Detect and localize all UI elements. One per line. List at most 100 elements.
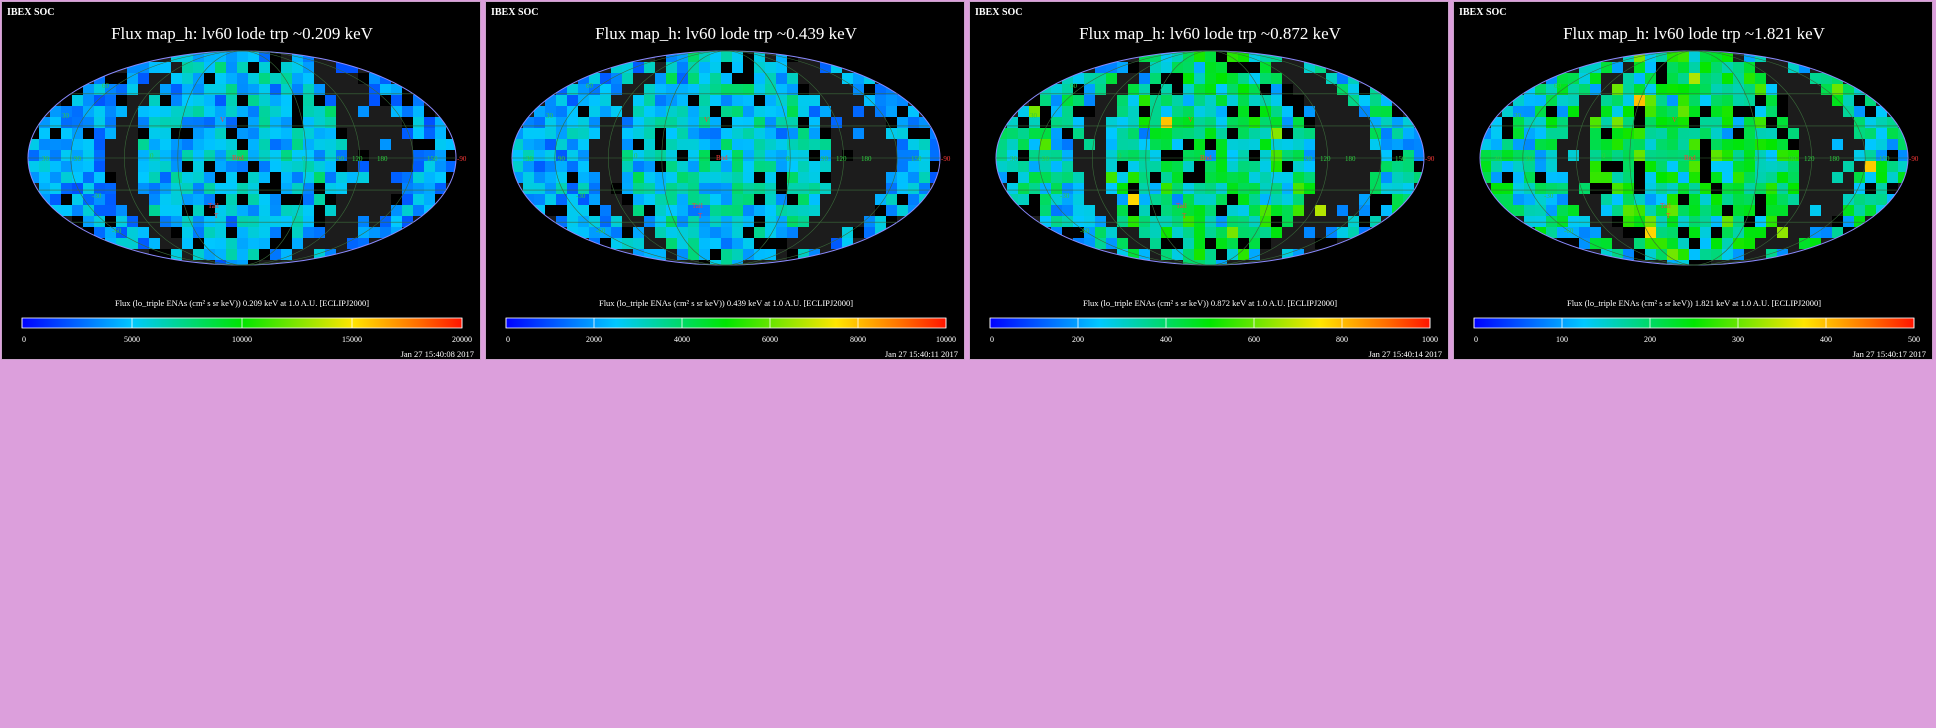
flux-pixel bbox=[1172, 161, 1183, 172]
flux-pixel bbox=[1051, 216, 1062, 227]
flux-pixel bbox=[1161, 51, 1172, 62]
flux-pixel bbox=[1722, 216, 1733, 227]
flux-pixel bbox=[655, 150, 666, 161]
flux-pixel bbox=[1832, 84, 1843, 95]
flux-pixel bbox=[1744, 205, 1755, 216]
flux-pixel bbox=[1249, 62, 1260, 73]
flux-pixel bbox=[765, 183, 776, 194]
flux-pixel bbox=[1216, 172, 1227, 183]
flux-pixel bbox=[710, 84, 721, 95]
flux-pixel bbox=[1700, 139, 1711, 150]
flux-pixel bbox=[259, 183, 270, 194]
flux-pixel bbox=[1645, 128, 1656, 139]
flux-pixel bbox=[523, 150, 534, 161]
flux-pixel bbox=[776, 183, 787, 194]
flux-pixel bbox=[1249, 95, 1260, 106]
flux-pixel bbox=[1744, 62, 1755, 73]
lon-label: 90 bbox=[558, 155, 566, 163]
flux-pixel bbox=[545, 161, 556, 172]
flux-pixel bbox=[325, 161, 336, 172]
flux-pixel bbox=[1656, 51, 1667, 62]
flux-pixel bbox=[1040, 139, 1051, 150]
lon-label: 150 bbox=[427, 155, 438, 163]
flux-pixel bbox=[622, 128, 633, 139]
flux-pixel bbox=[842, 227, 853, 238]
flux-pixel bbox=[919, 161, 930, 172]
flux-pixel bbox=[1645, 216, 1656, 227]
flux-pixel bbox=[1172, 238, 1183, 249]
flux-pixel bbox=[710, 73, 721, 84]
flux-pixel bbox=[1304, 117, 1315, 128]
flux-pixel bbox=[622, 238, 633, 249]
flux-pixel bbox=[1117, 139, 1128, 150]
flux-pixel bbox=[424, 106, 435, 117]
flux-pixel bbox=[710, 194, 721, 205]
flux-pixel bbox=[1040, 117, 1051, 128]
flux-pixel bbox=[204, 161, 215, 172]
flux-pixel bbox=[292, 117, 303, 128]
flux-pixel bbox=[435, 172, 446, 183]
flux-pixel bbox=[699, 227, 710, 238]
org-label: IBEX SOC bbox=[491, 7, 539, 18]
flux-pixel bbox=[1898, 139, 1908, 150]
flux-pixel bbox=[1018, 183, 1029, 194]
flux-pixel bbox=[1161, 183, 1172, 194]
flux-pixel bbox=[930, 161, 940, 172]
flux-pixel bbox=[1205, 172, 1216, 183]
flux-pixel bbox=[1634, 227, 1645, 238]
flux-pixel bbox=[336, 128, 347, 139]
flux-pixel bbox=[1029, 183, 1040, 194]
flux-pixel bbox=[1260, 128, 1271, 139]
flux-pixel bbox=[292, 128, 303, 139]
flux-pixel bbox=[1381, 194, 1392, 205]
flux-pixel bbox=[358, 216, 369, 227]
flux-pixel bbox=[1513, 106, 1524, 117]
flux-pixel bbox=[1172, 150, 1183, 161]
flux-pixel bbox=[1051, 161, 1062, 172]
flux-pixel bbox=[1678, 172, 1689, 183]
flux-pixel bbox=[1722, 205, 1733, 216]
flux-pixel bbox=[1029, 128, 1040, 139]
flux-pixel bbox=[204, 172, 215, 183]
flux-pixel bbox=[1667, 117, 1678, 128]
flux-pixel bbox=[1194, 194, 1205, 205]
flux-pixel bbox=[204, 249, 215, 260]
flux-pixel bbox=[1183, 161, 1194, 172]
flux-pixel bbox=[897, 128, 908, 139]
flux-pixel bbox=[776, 150, 787, 161]
flux-pixel bbox=[1183, 183, 1194, 194]
flux-pixel bbox=[1854, 117, 1865, 128]
flux-pixel bbox=[215, 117, 226, 128]
flux-pixel bbox=[732, 84, 743, 95]
flux-pixel bbox=[809, 106, 820, 117]
flux-pixel bbox=[1161, 249, 1172, 260]
flux-pixel bbox=[1678, 150, 1689, 161]
flux-pixel bbox=[1788, 139, 1799, 150]
flux-pixel bbox=[424, 205, 435, 216]
flux-pixel bbox=[1260, 73, 1271, 84]
flux-pixel bbox=[248, 161, 259, 172]
flux-pixel bbox=[1403, 161, 1414, 172]
flux-pixel bbox=[655, 161, 666, 172]
flux-pixel bbox=[1227, 150, 1238, 161]
flux-pixel bbox=[1557, 216, 1568, 227]
flux-pixel bbox=[1194, 106, 1205, 117]
flux-pixel bbox=[1216, 95, 1227, 106]
flux-pixel bbox=[1128, 183, 1139, 194]
flux-pixel bbox=[1634, 216, 1645, 227]
flux-pixel bbox=[655, 227, 666, 238]
flux-pixel bbox=[1062, 95, 1073, 106]
flux-pixel bbox=[765, 106, 776, 117]
flux-pixel bbox=[171, 139, 182, 150]
flux-pixel bbox=[1249, 84, 1260, 95]
flux-pixel bbox=[1205, 249, 1216, 260]
flux-pixel bbox=[226, 183, 237, 194]
flux-pixel bbox=[699, 95, 710, 106]
flux-pixel bbox=[710, 216, 721, 227]
flux-pixel bbox=[1590, 73, 1601, 84]
flux-pixel bbox=[1392, 172, 1403, 183]
flux-pixel bbox=[1854, 95, 1865, 106]
flux-pixel bbox=[248, 139, 259, 150]
flux-pixel bbox=[1238, 172, 1249, 183]
